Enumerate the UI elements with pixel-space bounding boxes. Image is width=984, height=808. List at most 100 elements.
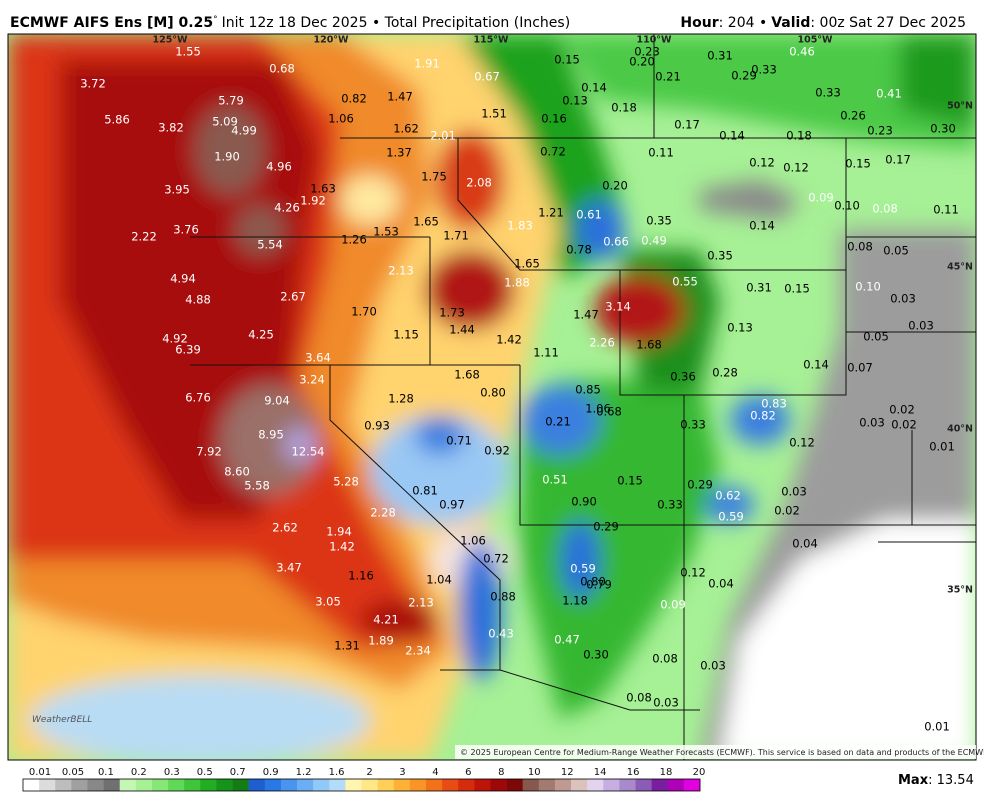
precip-label: 1.16: [348, 569, 374, 583]
precip-label: 3.72: [80, 77, 106, 91]
precip-label: 0.08: [872, 202, 898, 216]
latitude-label: 45°N: [947, 262, 973, 273]
precip-label: 0.80: [480, 386, 506, 400]
precip-label: 0.11: [648, 146, 674, 160]
precip-label: 2.26: [589, 336, 615, 350]
legend-swatch: [393, 779, 411, 791]
precip-label: 0.15: [554, 53, 580, 67]
precip-label: 0.01: [924, 720, 950, 734]
legend-swatch: [313, 779, 330, 791]
precip-label: 3.76: [173, 223, 199, 237]
precip-label: 1.68: [454, 368, 480, 382]
precip-label: 0.26: [840, 109, 866, 123]
precip-label: 1.94: [326, 525, 352, 539]
legend-tick-label: 8: [498, 767, 504, 778]
precip-label: 0.33: [680, 418, 706, 432]
precip-label: 0.14: [719, 129, 745, 143]
legend-tick-label: 0.7: [230, 767, 246, 778]
map-frame: [7, 33, 977, 761]
legend-frame: [22, 778, 701, 792]
precip-label: 0.85: [575, 383, 601, 397]
legend-swatch: [345, 779, 362, 791]
border: [845, 138, 976, 333]
precip-label: 2.28: [370, 506, 396, 520]
longitude-label: 110°W: [636, 35, 672, 46]
precip-label: 1.42: [329, 540, 355, 554]
copyright-bg: [455, 745, 976, 759]
copyright: © 2025 European Centre for Medium-Range …: [460, 748, 984, 757]
legend-tick-label: 6: [465, 767, 471, 778]
precip-label: 1.04: [426, 573, 452, 587]
precip-label: 0.23: [634, 45, 660, 59]
legend-swatch: [151, 779, 169, 791]
legend-tick-label: 10: [528, 767, 541, 778]
precip-label: 1.70: [351, 305, 377, 319]
precip-label: 0.03: [890, 292, 916, 306]
legend-swatch: [442, 779, 459, 791]
precip-label: 1.06: [328, 112, 354, 126]
precip-label: 0.29: [731, 69, 757, 83]
legend-tick-label: 0.5: [197, 767, 213, 778]
precip-label: 0.11: [933, 203, 959, 217]
legend-swatch: [409, 779, 427, 791]
precip-label: 0.02: [889, 403, 915, 417]
precip-label: 1.28: [388, 392, 414, 406]
precip-label: 0.31: [746, 281, 772, 295]
precip-label: 0.03: [859, 416, 885, 430]
precip-label: 0.05: [883, 244, 909, 258]
precip-label: 0.30: [583, 648, 609, 662]
legend-swatch: [619, 779, 636, 791]
precip-label: 4.88: [185, 293, 211, 307]
precip-label: 5.28: [333, 475, 359, 489]
degree: °: [213, 15, 218, 25]
header-left: ECMWF AIFS Ens [M] 0.25° Init 12z 18 Dec …: [10, 15, 570, 31]
precip-label: 0.68: [269, 62, 295, 76]
precip-label: 1.15: [393, 328, 419, 342]
precip-label: 0.04: [708, 577, 734, 591]
precip-label: 1.88: [504, 276, 530, 290]
precip-label: 8.60: [224, 465, 250, 479]
precip-label: 0.62: [715, 489, 741, 503]
precip-label: 0.41: [876, 87, 902, 101]
precip-label: 1.65: [413, 215, 439, 229]
value-labels: 1.550.68 1.910.670.150.230.20 0.31 0.463.72…: [80, 45, 959, 734]
precip-label: 5.58: [244, 479, 270, 493]
precip-label: 5.54: [257, 238, 283, 252]
legend-swatch: [135, 779, 153, 791]
precip-label: 0.82: [341, 92, 367, 106]
legend-tick-label: 0.05: [62, 767, 84, 778]
legend-tick-label: 0.3: [164, 767, 180, 778]
longitude-label: 120°W: [313, 35, 349, 46]
precip-label: 0.33: [815, 86, 841, 100]
legend-swatch: [232, 779, 249, 791]
precip-label: 0.33: [657, 498, 683, 512]
precip-label: 0.46: [789, 45, 815, 59]
max-value: : 13.54: [928, 773, 974, 788]
precip-label: 2.34: [405, 644, 431, 658]
legend-swatch: [458, 779, 475, 791]
precip-label: 0.88: [490, 590, 516, 604]
hour-value: : 204 •: [719, 15, 768, 31]
precip-label: 0.13: [727, 321, 753, 335]
legend-swatch: [361, 779, 378, 791]
legend-tick-label: 0.01: [29, 767, 51, 778]
legend-tick-label: 2: [366, 767, 372, 778]
precip-label: 0.15: [617, 474, 643, 488]
precip-label: 3.24: [299, 373, 325, 387]
precip-label: 0.07: [847, 361, 873, 375]
precip-label: 1.18: [562, 594, 588, 608]
precip-label: 1.37: [386, 146, 412, 160]
precip-label: 0.55: [672, 275, 698, 289]
precip-label: 0.04: [792, 537, 818, 551]
precip-label: 1.42: [496, 333, 522, 347]
precip-label: 0.35: [707, 249, 733, 263]
precip-label: 0.33: [751, 63, 777, 77]
precip-label: 0.66: [603, 235, 629, 249]
precip-label: 0.90: [571, 495, 597, 509]
border: [846, 236, 976, 525]
precip-label: 0.30: [930, 122, 956, 136]
precip-label: 0.35: [646, 214, 672, 228]
legend-swatch: [490, 779, 507, 791]
legend-swatch: [571, 779, 588, 791]
